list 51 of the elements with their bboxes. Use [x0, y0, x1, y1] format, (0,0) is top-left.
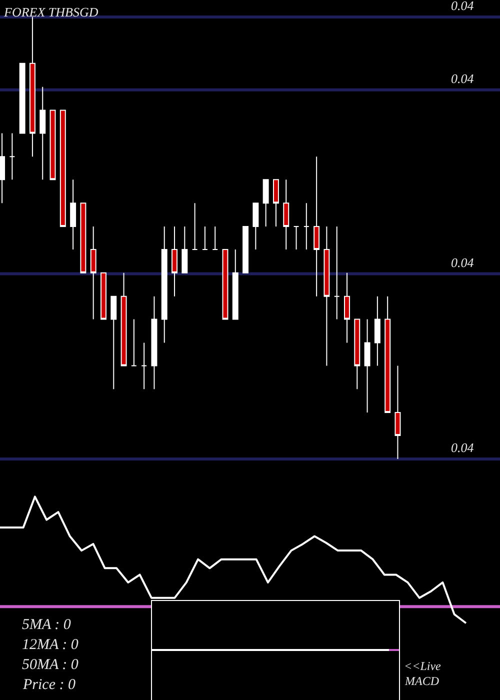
- candlestick: [141, 342, 148, 390]
- candlestick: [354, 318, 360, 390]
- text: <<Live: [404, 659, 442, 673]
- candlestick: [262, 179, 269, 227]
- candlestick: [40, 86, 46, 180]
- candlestick: [202, 226, 208, 250]
- candlestick: [232, 248, 238, 320]
- candlestick: [192, 202, 198, 250]
- candlestick: [19, 62, 26, 134]
- candlestick: [130, 318, 137, 366]
- candlestick: [334, 226, 340, 320]
- candlestick: [161, 226, 168, 344]
- candlestick: [9, 132, 16, 180]
- candlestick: [324, 226, 330, 366]
- text: 0.04: [451, 440, 474, 455]
- candlestick: [29, 16, 36, 158]
- text: 0.04: [451, 71, 474, 86]
- candlestick: [293, 226, 300, 250]
- candlestick: [80, 202, 86, 274]
- text: 0.04: [451, 255, 474, 270]
- candlestick: [172, 226, 178, 297]
- candlestick: [212, 226, 218, 250]
- candlestick: [100, 272, 106, 320]
- text: MACD: [404, 674, 440, 688]
- candlestick: [314, 156, 320, 297]
- text: 0.04: [451, 0, 474, 13]
- candlestick: [242, 226, 249, 274]
- candlestick: [303, 202, 310, 250]
- candlestick: [0, 132, 6, 204]
- candlestick: [374, 296, 380, 366]
- candlestick: [344, 272, 350, 344]
- text: 50MA : 0: [22, 657, 79, 673]
- candlestick: [252, 202, 259, 250]
- candlestick: [60, 110, 66, 227]
- candlestick: [283, 179, 290, 250]
- text: Price : 0: [22, 677, 76, 693]
- candlestick: [110, 296, 117, 390]
- candlestick: [50, 110, 56, 180]
- candlestick: [364, 318, 370, 414]
- candlestick: [70, 179, 76, 250]
- candlestick: [394, 365, 401, 460]
- candlestick: [272, 179, 279, 227]
- candlestick: [222, 248, 228, 320]
- annotation: 5MA : 0: [22, 617, 72, 633]
- candlestick: [90, 226, 96, 320]
- chart-title: FOREX THBSGD: [3, 4, 99, 20]
- candlestick: [151, 296, 158, 390]
- text: 12MA : 0: [22, 637, 79, 653]
- candlestick: [120, 272, 127, 366]
- candlestick: [384, 296, 391, 414]
- candlestick: [182, 226, 188, 274]
